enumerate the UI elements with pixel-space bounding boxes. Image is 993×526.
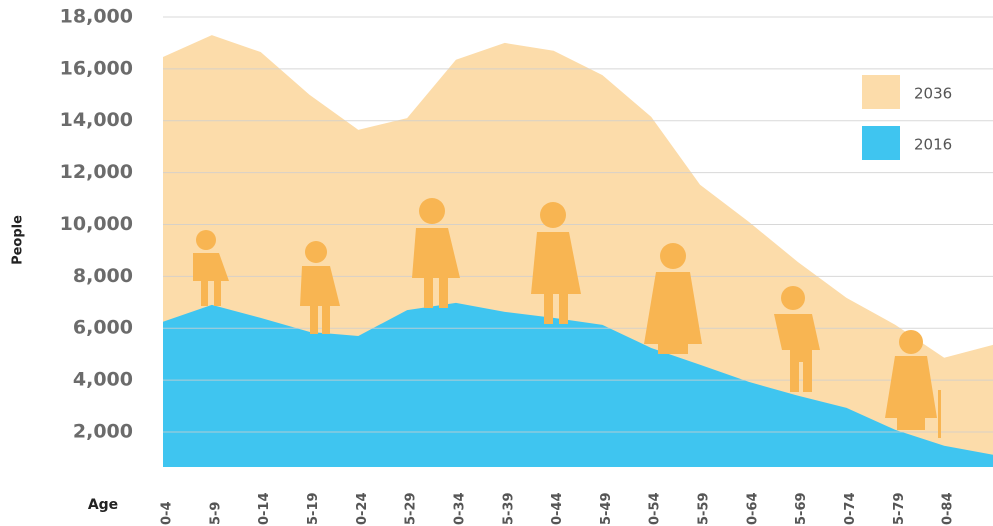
person-icon xyxy=(193,230,229,306)
legend-swatch xyxy=(862,126,900,160)
x-tick-label: 0-24 xyxy=(355,492,370,525)
plot xyxy=(163,16,993,468)
x-tick-label: 0-44 xyxy=(550,492,565,525)
x-tick-label: 0-4 xyxy=(160,502,175,526)
x-tick-label: 5-9 xyxy=(208,502,223,526)
x-tick-label: 0-54 xyxy=(648,492,663,525)
y-axis-label: People xyxy=(11,215,26,265)
y-tick-label: 10,000 xyxy=(60,213,133,235)
x-tick-label: 5-29 xyxy=(404,492,419,525)
legend-swatch xyxy=(862,75,900,109)
x-axis-label: Age xyxy=(88,497,118,513)
x-tick-label: 0-14 xyxy=(257,492,272,525)
person-icon xyxy=(531,202,581,324)
y-tick-label: 18,000 xyxy=(60,6,133,28)
person-icon xyxy=(774,286,820,392)
x-tick-label: 0-84 xyxy=(941,492,956,525)
legend-label: 2036 xyxy=(914,85,952,103)
y-tick-label: 6,000 xyxy=(73,317,133,339)
person-icon xyxy=(885,330,941,438)
x-tick-label: 0-64 xyxy=(745,492,760,525)
x-tick-label: 0-74 xyxy=(843,492,858,525)
decorations xyxy=(193,198,941,438)
y-tick-label: 12,000 xyxy=(60,161,133,183)
y-tick-label: 8,000 xyxy=(73,265,133,287)
y-tick-label: 16,000 xyxy=(60,57,133,79)
person-icon xyxy=(300,241,340,334)
axes: 2,000 4,000 6,000 8,000 10,000 12,000 14,000 16… xyxy=(60,6,956,526)
x-tick-label: 5-79 xyxy=(892,492,907,525)
legend-label: 2016 xyxy=(914,136,952,154)
x-tick-label: 5-69 xyxy=(794,492,809,525)
person-icon xyxy=(412,198,460,308)
x-tick-label: 0-34 xyxy=(452,492,467,525)
y-tick-label: 2,000 xyxy=(73,420,133,442)
y-tick-label: 4,000 xyxy=(73,369,133,391)
x-tick-label: 5-39 xyxy=(501,492,516,525)
x-tick-label: 5-59 xyxy=(697,492,712,525)
x-tick-label: 5-19 xyxy=(306,492,321,525)
y-tick-label: 14,000 xyxy=(60,109,133,131)
area xyxy=(163,302,993,467)
person-icon xyxy=(644,243,702,354)
x-tick-label: 5-49 xyxy=(599,492,614,525)
